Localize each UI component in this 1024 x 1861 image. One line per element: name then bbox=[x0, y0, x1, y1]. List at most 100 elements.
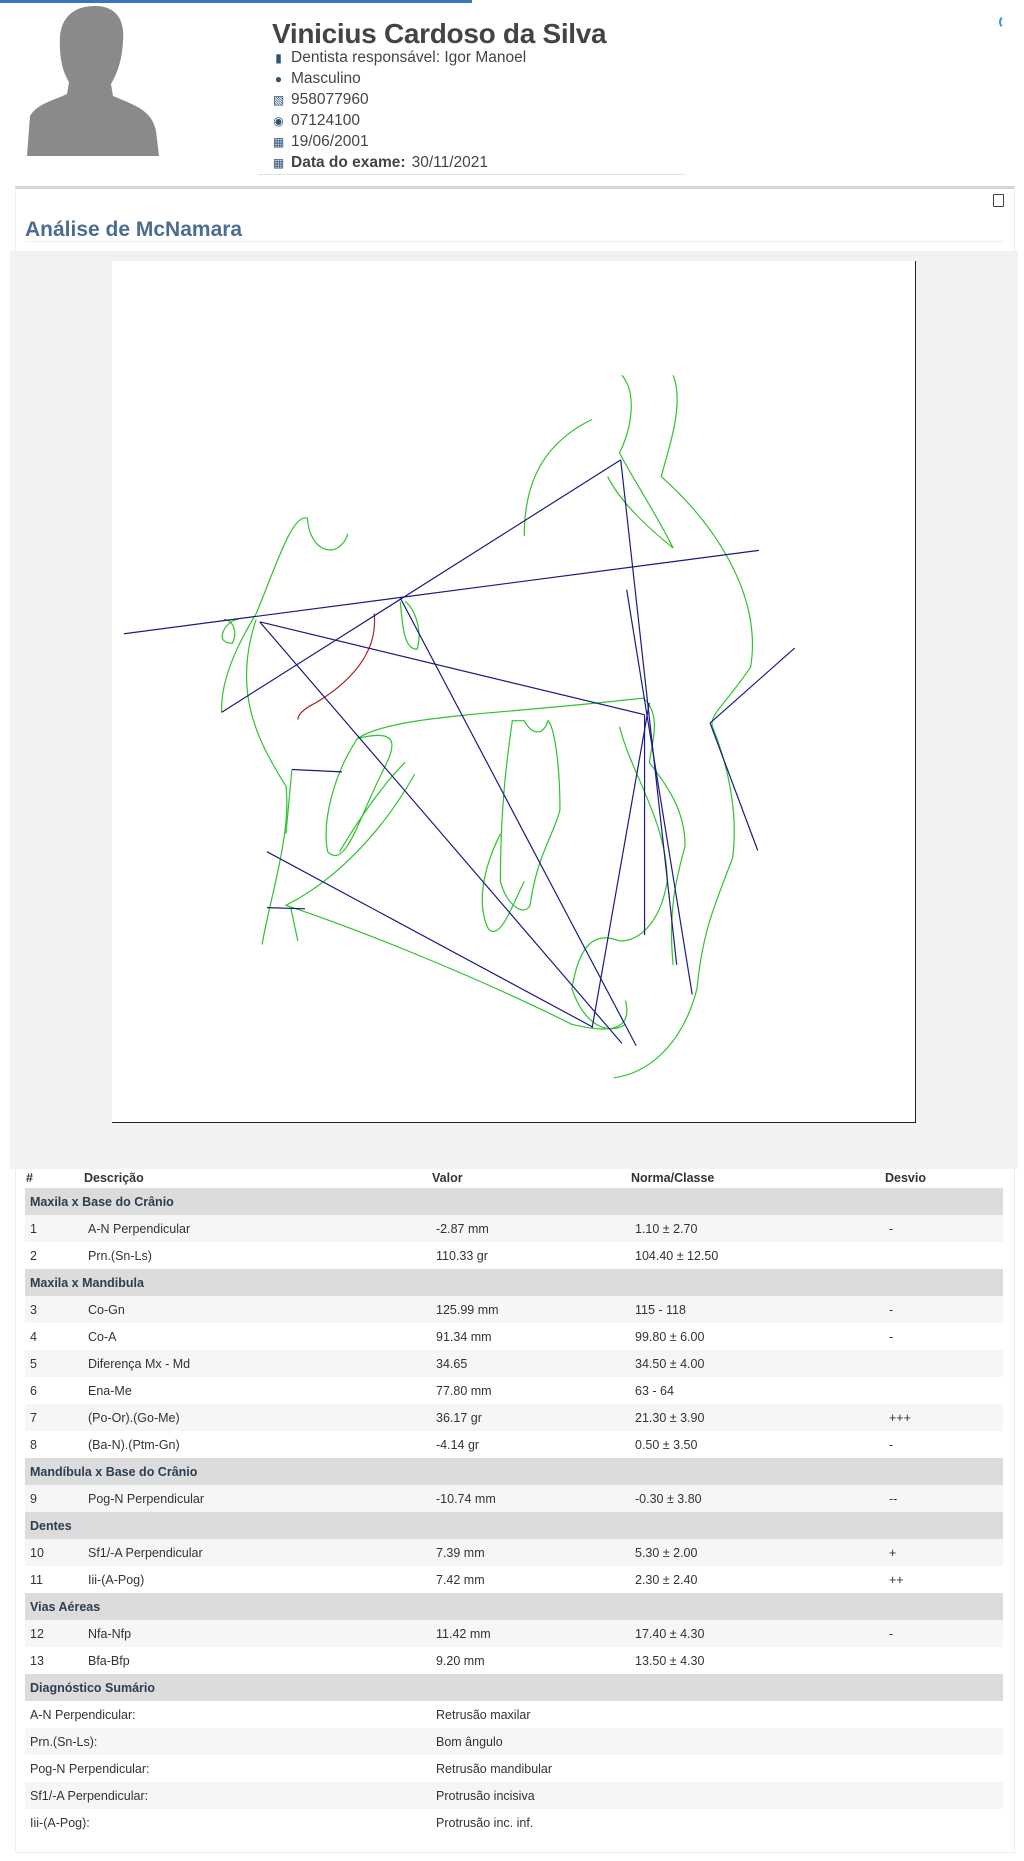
table-cell: 3 bbox=[25, 1296, 83, 1323]
table-cell: ++ bbox=[889, 1572, 904, 1587]
spinner-icon bbox=[999, 15, 1013, 29]
curve-brown bbox=[297, 613, 376, 720]
table-cell: - bbox=[889, 1437, 894, 1452]
table-cell: 0.50 ± 3.50 bbox=[635, 1437, 698, 1452]
table-cell bbox=[884, 1647, 1003, 1674]
table-cell: 11 bbox=[30, 1572, 43, 1587]
table-cell: (Po-Or).(Go-Me) bbox=[83, 1404, 431, 1431]
col-value: Valor bbox=[432, 1171, 463, 1185]
table-cell: - bbox=[889, 1329, 894, 1344]
table-cell: Co-A bbox=[88, 1329, 117, 1344]
summary-title: Diagnóstico Sumário bbox=[25, 1674, 1003, 1701]
table-cell: Pog-N Perpendicular bbox=[83, 1485, 431, 1512]
col-norm: Norma/Classe bbox=[631, 1171, 715, 1185]
table-cell: 13.50 ± 4.30 bbox=[635, 1653, 705, 1668]
table-row: 7 (Po-Or).(Go-Me) 36.17 gr 21.30 ± 3.90 +++ bbox=[25, 1404, 1003, 1431]
table-row: 3 Co-Gn 125.99 mm 115 - 118- bbox=[25, 1296, 1003, 1323]
birth-text: 19/06/2001 bbox=[291, 133, 369, 150]
birth-info: ▦ 19/06/2001 bbox=[272, 133, 369, 151]
table-cell: 4 bbox=[30, 1329, 37, 1344]
loading-bar bbox=[0, 0, 472, 3]
table-row: 10 Sf1/-A Perpendicular 7.39 mm 5.30 ± 2.00… bbox=[25, 1539, 1003, 1566]
group-row: Dentes bbox=[25, 1512, 1003, 1539]
table-cell: -4.14 gr bbox=[436, 1437, 480, 1452]
col-description: Descrição bbox=[84, 1171, 144, 1185]
calendar-icon: ▦ bbox=[272, 156, 285, 170]
table-cell: 99.80 ± 6.00 bbox=[635, 1329, 705, 1344]
summary-value: Protrusão incisiva bbox=[431, 1782, 1003, 1809]
table-cell: Prn.(Sn-Ls) bbox=[88, 1248, 152, 1263]
table-cell: - bbox=[884, 1215, 1003, 1242]
user-icon: ● bbox=[274, 72, 283, 86]
note-icon[interactable] bbox=[993, 194, 1004, 207]
table-cell: -- bbox=[884, 1485, 1003, 1512]
exam-label: Data do exame: bbox=[291, 154, 406, 171]
summary-label: A-N Perpendicular: bbox=[30, 1707, 136, 1722]
table-row: 5 Diferença Mx - Md 34.65 34.50 ± 4.00 bbox=[25, 1350, 1003, 1377]
dentist-info: ▮ Dentista responsável: Igor Manoel bbox=[272, 49, 526, 67]
table-cell: -0.30 ± 3.80 bbox=[630, 1485, 884, 1512]
table-cell: + bbox=[884, 1539, 1003, 1566]
table-cell: 17.40 ± 4.30 bbox=[630, 1620, 884, 1647]
section-title: Análise de McNamara bbox=[25, 218, 243, 241]
table-row: 9 Pog-N Perpendicular -10.74 mm -0.30 ± 3.8… bbox=[25, 1485, 1003, 1512]
phone-icon: ▧ bbox=[272, 93, 285, 107]
table-cell: 91.34 mm bbox=[436, 1329, 492, 1344]
table-row: 4 Co-A 91.34 mm 99.80 ± 6.00 - bbox=[25, 1323, 1003, 1350]
summary-value: Retrusão maxilar bbox=[436, 1707, 531, 1722]
table-cell: 12 bbox=[25, 1620, 83, 1647]
table-cell: Diferença Mx - Md bbox=[83, 1350, 431, 1377]
summary-row: Sf1/-A Perpendicular: Protrusão incisiva bbox=[25, 1782, 1003, 1809]
summary-row: A-N Perpendicular: Retrusão maxilar bbox=[25, 1701, 1003, 1728]
table-cell: (Ba-N).(Ptm-Gn) bbox=[88, 1437, 180, 1452]
table-cell: 34.50 ± 4.00 bbox=[630, 1350, 884, 1377]
dentist-text: Dentista responsável: Igor Manoel bbox=[291, 49, 527, 66]
table-cell: 2.30 ± 2.40 bbox=[635, 1572, 698, 1587]
table-cell: 7.39 mm bbox=[431, 1539, 630, 1566]
table-cell: 11.42 mm bbox=[431, 1620, 630, 1647]
phone-info: ▧ 958077960 bbox=[272, 91, 369, 109]
zip-info: ◉ 07124100 bbox=[272, 112, 360, 130]
table-cell: 125.99 mm bbox=[431, 1296, 630, 1323]
divider bbox=[258, 174, 685, 175]
table-cell: 5 bbox=[25, 1350, 83, 1377]
summary-label: Iii-(A-Pog): bbox=[30, 1815, 90, 1830]
table-cell: 9.20 mm bbox=[436, 1653, 485, 1668]
table-cell: 1.10 ± 2.70 bbox=[630, 1215, 884, 1242]
tooth-icon: ▮ bbox=[275, 51, 282, 65]
table-cell bbox=[884, 1242, 1003, 1269]
analysis-lines bbox=[123, 459, 796, 1047]
group-title: Vias Aéreas bbox=[25, 1593, 1003, 1620]
summary-row: Iii-(A-Pog): Protrusão inc. inf. bbox=[25, 1809, 1003, 1836]
table-cell: Bfa-Bfp bbox=[88, 1653, 130, 1668]
table-cell: - bbox=[884, 1296, 1003, 1323]
group-row: Maxila x Base do Crânio bbox=[25, 1188, 1003, 1215]
summary-row: Prn.(Sn-Ls): Bom ângulo bbox=[25, 1728, 1003, 1755]
table-cell: 13 bbox=[30, 1653, 44, 1668]
table-cell: 110.33 gr bbox=[436, 1248, 488, 1263]
table-cell: 10 bbox=[25, 1539, 83, 1566]
table-row: 1 A-N Perpendicular -2.87 mm 1.10 ± 2.70- bbox=[25, 1215, 1003, 1242]
table-row: 6 Ena-Me 77.80 mm 63 - 64 bbox=[25, 1377, 1003, 1404]
table-header: # Descrição Valor Norma/Classe Desvio bbox=[25, 1168, 1003, 1188]
table-cell: -10.74 mm bbox=[431, 1485, 630, 1512]
table-cell: 7.42 mm bbox=[436, 1572, 485, 1587]
summary-row: Pog-N Perpendicular: Retrusão mandibular bbox=[25, 1755, 1003, 1782]
table-cell: 2 bbox=[30, 1248, 37, 1263]
group-row: Mandíbula x Base do Crânio bbox=[25, 1458, 1003, 1485]
exam-info: ▦ Data do exame: 30/11/2021 bbox=[272, 154, 488, 172]
measurements-table: # Descrição Valor Norma/Classe Desvio Ma… bbox=[25, 1168, 1003, 1836]
gender-text: Masculino bbox=[291, 70, 361, 87]
table-row: 12 Nfa-Nfp 11.42 mm 17.40 ± 4.30- bbox=[25, 1620, 1003, 1647]
table-row: 8 (Ba-N).(Ptm-Gn) -4.14 gr 0.50 ± 3.50 - bbox=[25, 1431, 1003, 1458]
table-cell: 104.40 ± 12.50 bbox=[635, 1248, 719, 1263]
table-cell bbox=[884, 1350, 1003, 1377]
table-row: 11 Iii-(A-Pog) 7.42 mm 2.30 ± 2.40 ++ bbox=[25, 1566, 1003, 1593]
table-cell: 21.30 ± 3.90 bbox=[630, 1404, 884, 1431]
calendar-icon: ▦ bbox=[272, 135, 285, 149]
summary-header: Diagnóstico Sumário bbox=[25, 1674, 1003, 1701]
phone-text: 958077960 bbox=[291, 91, 369, 108]
group-title: Dentes bbox=[25, 1512, 1003, 1539]
table-cell: - bbox=[884, 1620, 1003, 1647]
divider bbox=[25, 241, 1003, 242]
